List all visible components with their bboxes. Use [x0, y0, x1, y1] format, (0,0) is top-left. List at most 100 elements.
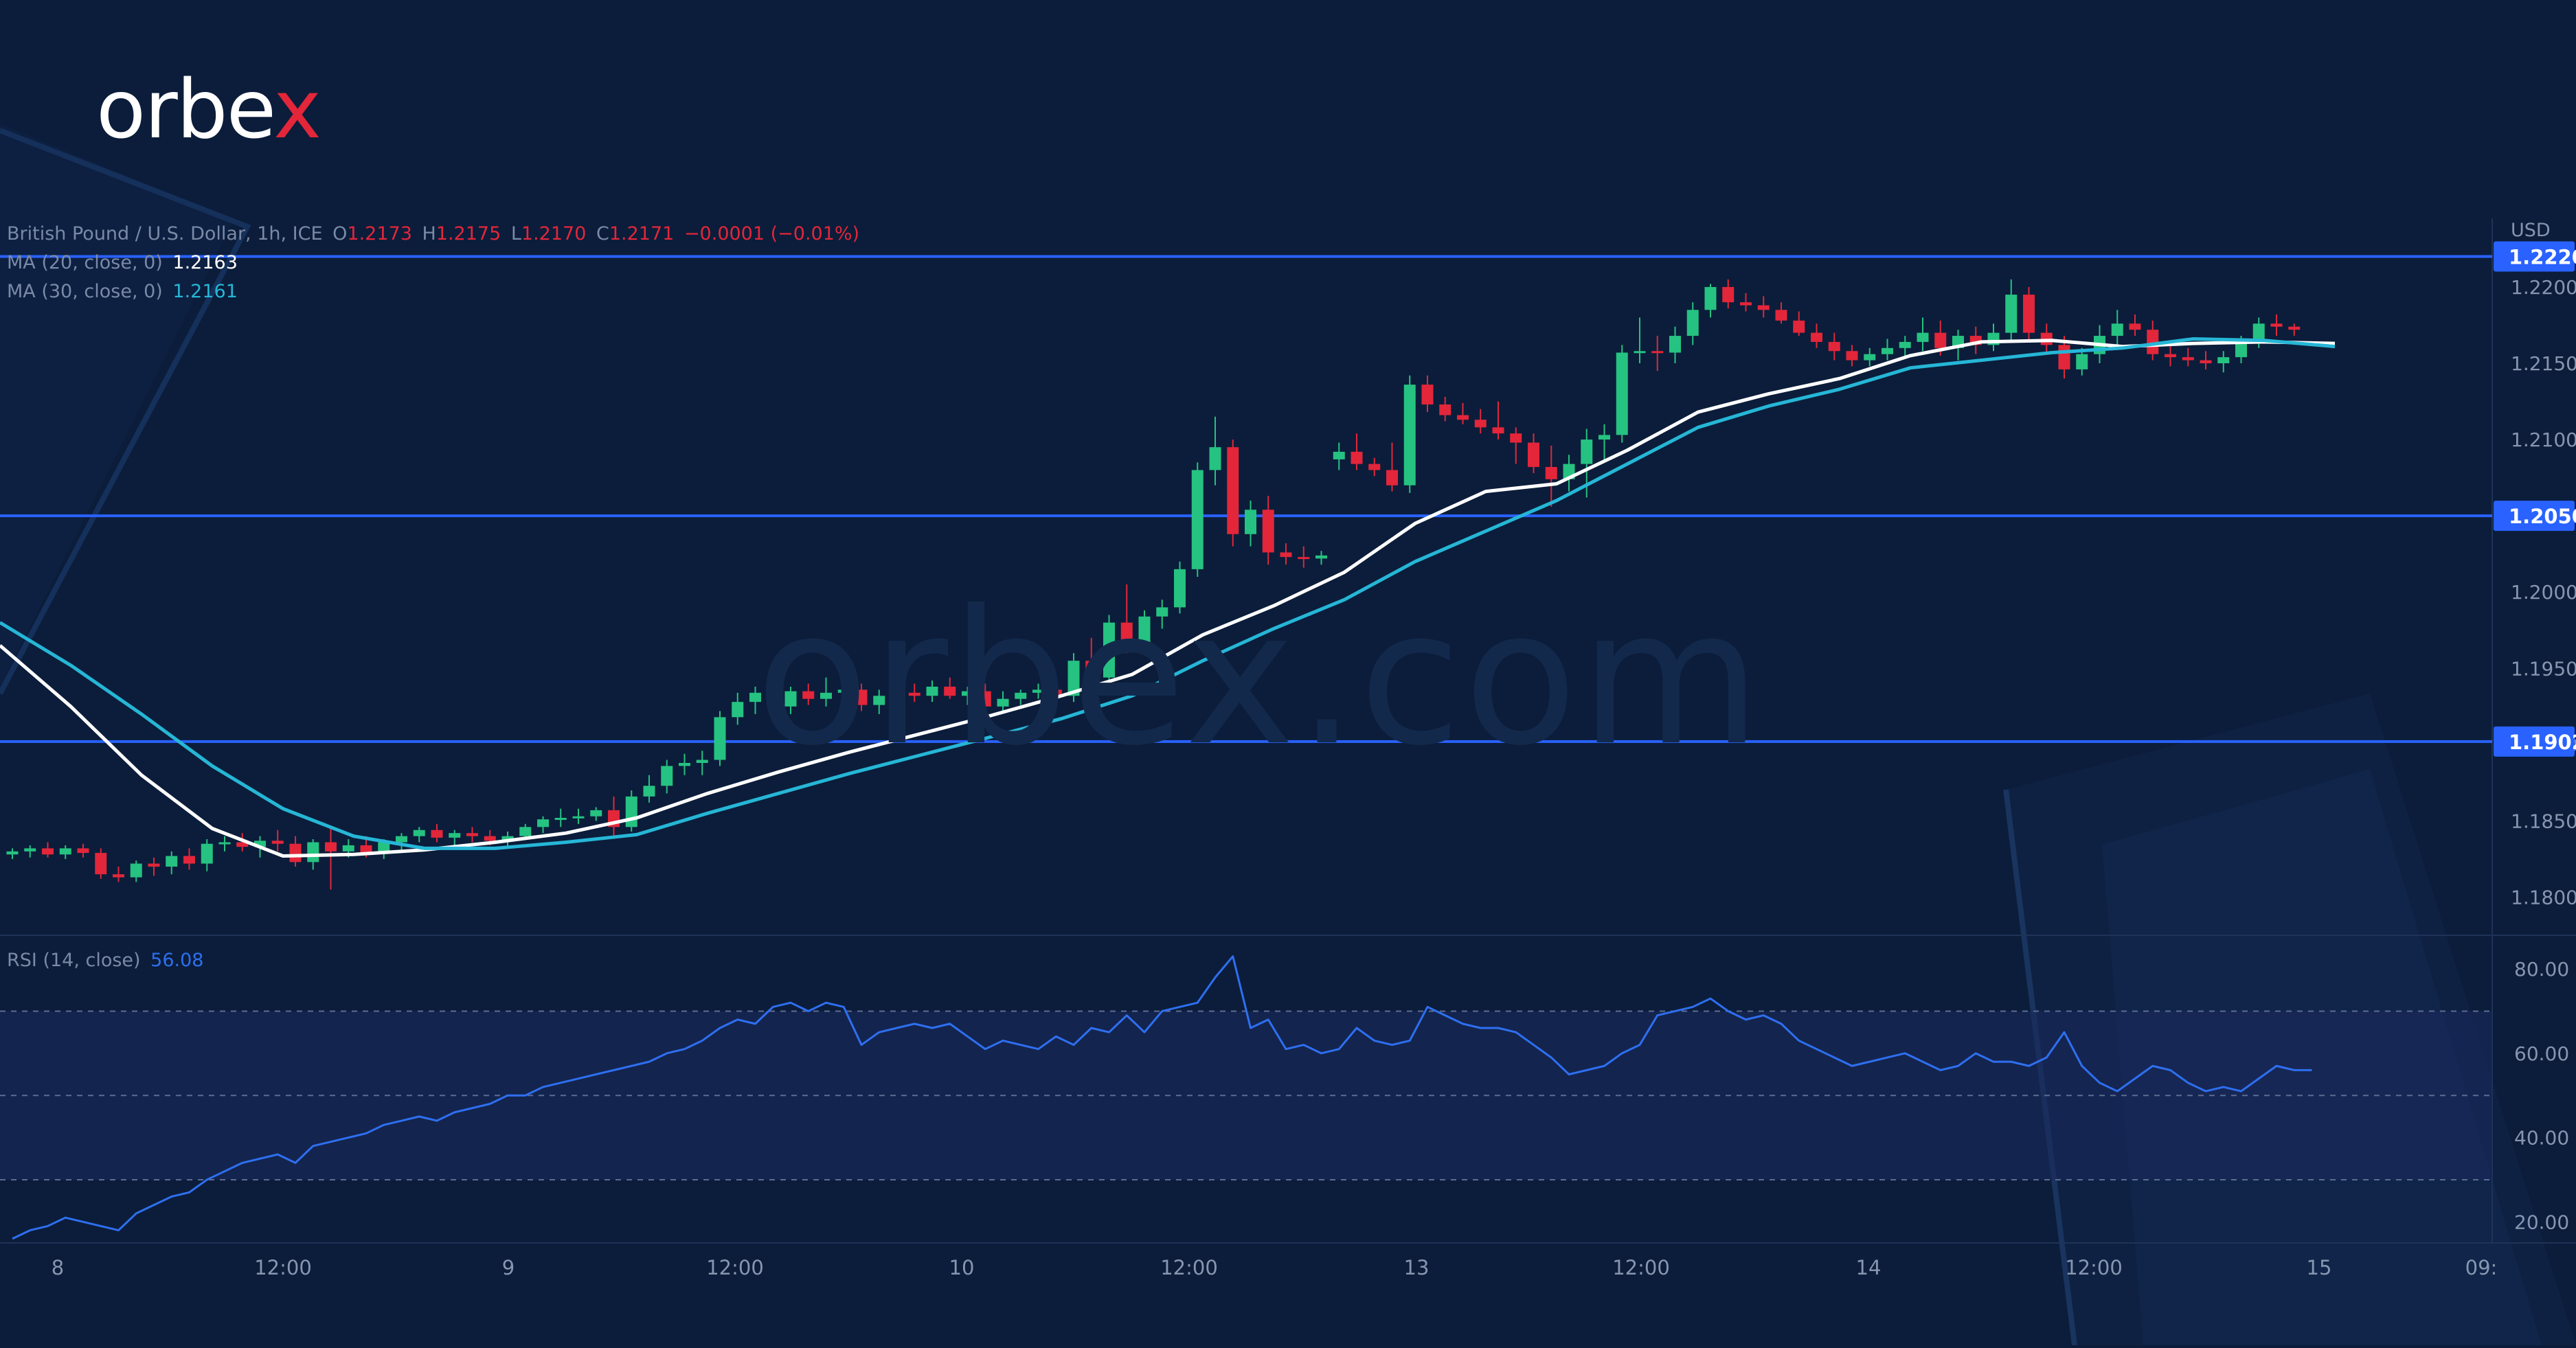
rsi-band-group — [0, 1010, 2492, 1180]
candle — [1669, 326, 1681, 364]
price-tick-label: 1.1950 — [2511, 657, 2576, 680]
price-tick-label: 1.2200 — [2511, 276, 2576, 299]
candle — [1545, 445, 1557, 507]
candle — [2270, 314, 2283, 336]
candle — [2129, 314, 2141, 336]
logo-text: orbe — [96, 62, 275, 157]
low-label: L — [510, 223, 521, 244]
symbol-title: British Pound / U.S. Dollar, 1h, ICE — [7, 223, 323, 244]
candle — [449, 830, 461, 845]
symbol-legend: British Pound / U.S. Dollar, 1h, ICE O1.… — [7, 223, 859, 244]
candle — [271, 830, 284, 852]
candle — [466, 827, 478, 843]
moving-averages — [0, 336, 2336, 858]
ma30-line — [0, 336, 2336, 850]
candle — [236, 833, 249, 852]
candle — [855, 683, 868, 711]
candle — [1368, 457, 1381, 477]
candle — [1333, 442, 1345, 470]
candle — [608, 796, 620, 836]
candle — [1704, 284, 1717, 318]
candle — [1474, 409, 1487, 434]
candle — [1969, 326, 1982, 354]
candle — [962, 686, 973, 705]
candle — [554, 808, 567, 827]
high-label: H — [422, 223, 436, 244]
candle — [908, 683, 920, 702]
candle — [431, 823, 443, 843]
time-tick-label: 12:00 — [2065, 1256, 2123, 1279]
candle — [696, 751, 708, 775]
watermark: orbex.com — [756, 570, 1764, 786]
currency-label: USD — [2511, 220, 2551, 241]
time-tick-label: 8 — [52, 1256, 64, 1279]
candle — [2147, 320, 2159, 361]
time-tick-label: 12:00 — [254, 1256, 312, 1279]
candle — [113, 867, 124, 882]
ma20-label: MA (20, close, 0) — [7, 252, 163, 273]
candle — [95, 848, 107, 879]
candle — [1987, 323, 2000, 352]
candle — [2076, 347, 2088, 376]
candle — [1174, 561, 1186, 614]
candle — [590, 807, 602, 821]
rsi-line — [12, 955, 2312, 1240]
candle — [572, 808, 585, 824]
candle — [643, 775, 655, 803]
candle — [1598, 424, 1610, 463]
candle — [1120, 584, 1133, 654]
candle — [1846, 345, 1858, 367]
candle — [1403, 375, 1416, 493]
candle — [537, 816, 549, 834]
candle — [1528, 433, 1539, 473]
candle — [183, 848, 195, 870]
candle — [1085, 637, 1098, 684]
time-tick-label: 13 — [1404, 1256, 1430, 1279]
time-tick-label: 15 — [2307, 1256, 2332, 1279]
candle — [1634, 317, 1646, 364]
candle — [767, 683, 779, 711]
ma30-legend: MA (30, close, 0) 1.2161 — [7, 281, 238, 302]
candle — [1156, 599, 1168, 629]
candle — [1882, 339, 1893, 361]
ma20-value: 1.2163 — [172, 252, 238, 273]
candle — [77, 843, 89, 858]
candle — [714, 711, 726, 766]
level-tag: 1.2220 — [2494, 241, 2576, 272]
candle — [2005, 279, 2018, 341]
candle — [1510, 427, 1522, 464]
open-value: 1.2173 — [347, 223, 412, 244]
bg-line-left — [0, 128, 251, 695]
candle — [1262, 496, 1274, 565]
candle — [1280, 543, 1292, 565]
candle — [1775, 302, 1787, 324]
low-value: 1.2170 — [521, 223, 587, 244]
price-tick-label: 1.1800 — [2511, 886, 2576, 909]
ma30-value: 1.2161 — [172, 281, 238, 302]
candle — [413, 827, 425, 843]
candle — [1828, 332, 1840, 361]
level-tag-label: 1.2220 — [2509, 246, 2576, 269]
candle — [679, 753, 690, 775]
rsi-tick-label: 40.00 — [2514, 1127, 2569, 1150]
candle — [1864, 347, 1876, 367]
candle — [732, 692, 744, 725]
ma30-label: MA (30, close, 0) — [7, 281, 163, 302]
candle — [1298, 546, 1310, 568]
candle — [749, 686, 761, 714]
rsi-tick-label: 20.00 — [2514, 1211, 2569, 1233]
candle — [873, 689, 885, 714]
orbex-logo: orbex — [96, 62, 321, 157]
time-tick-label: 10 — [949, 1256, 975, 1279]
candle — [820, 677, 832, 707]
level-tag-label: 1.2050 — [2509, 505, 2576, 528]
logo-x: x — [273, 62, 321, 157]
candle — [661, 759, 673, 794]
candle — [24, 845, 36, 858]
level-tag: 1.1902 — [2494, 726, 2576, 757]
high-value: 1.2175 — [436, 223, 501, 244]
candle — [1757, 296, 1770, 318]
candle — [891, 686, 903, 705]
